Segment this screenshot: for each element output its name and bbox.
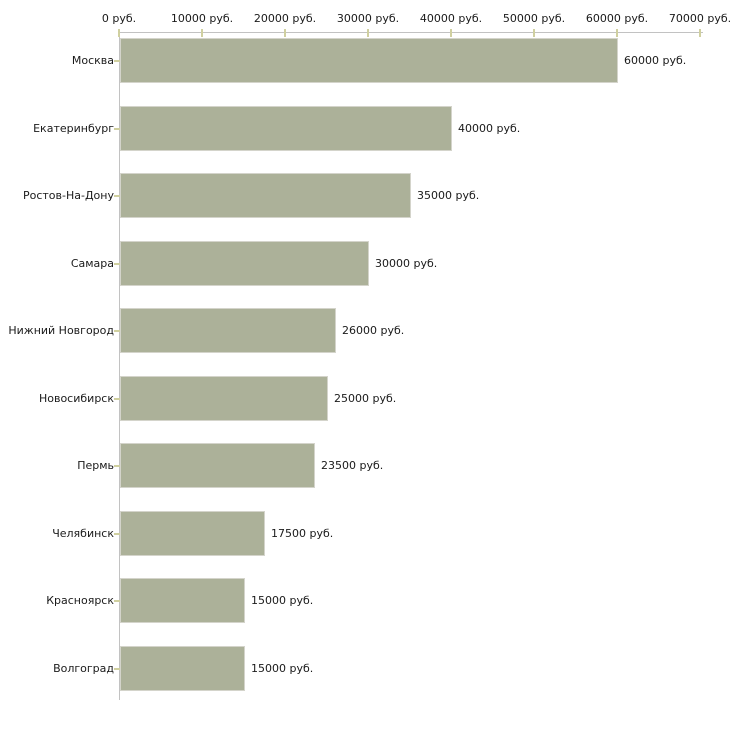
category-label: Красноярск	[46, 593, 114, 607]
y-axis-tick	[114, 262, 121, 265]
y-axis-tick	[114, 194, 121, 197]
y-axis-tick	[114, 59, 121, 62]
y-axis-tick	[114, 329, 121, 332]
x-axis-tick	[284, 29, 286, 37]
x-axis-tick-label: 40000 руб.	[419, 12, 483, 25]
x-axis-tick	[118, 29, 120, 37]
category-label: Самара	[70, 256, 114, 270]
value-label: 15000 руб.	[251, 661, 314, 675]
x-axis-tick	[367, 29, 369, 37]
category-label: Челябинск	[52, 526, 114, 540]
value-label: 25000 руб.	[334, 391, 397, 405]
x-axis-line	[119, 32, 703, 33]
y-axis-tick	[114, 464, 121, 467]
value-label: 35000 руб.	[417, 188, 480, 202]
x-axis-tick-label: 20000 руб.	[253, 12, 317, 25]
category-label: Нижний Новгород	[8, 323, 114, 337]
value-label: 17500 руб.	[271, 526, 334, 540]
bar	[120, 511, 265, 556]
x-axis-tick-label: 50000 руб.	[502, 12, 566, 25]
value-label: 40000 руб.	[458, 121, 521, 135]
category-label: Ростов-На-Дону	[22, 188, 114, 202]
bar	[120, 241, 369, 286]
value-label: 23500 руб.	[321, 458, 384, 472]
bar	[120, 106, 452, 151]
value-label: 15000 руб.	[251, 593, 314, 607]
category-label: Волгоград	[53, 661, 114, 675]
x-axis-tick-label: 30000 руб.	[336, 12, 400, 25]
x-axis-tick-label: 10000 руб.	[170, 12, 234, 25]
category-label: Екатеринбург	[33, 121, 114, 135]
category-label: Новосибирск	[38, 391, 114, 405]
bar	[120, 38, 618, 83]
bar	[120, 578, 245, 623]
y-axis-line	[119, 32, 120, 700]
x-axis-tick	[699, 29, 701, 37]
bar	[120, 443, 315, 488]
x-axis-tick	[533, 29, 535, 37]
y-axis-tick	[114, 667, 121, 670]
bar	[120, 173, 411, 218]
value-label: 30000 руб.	[375, 256, 438, 270]
y-axis-tick	[114, 599, 121, 602]
x-axis-tick-label: 0 руб.	[101, 12, 137, 25]
value-label: 26000 руб.	[342, 323, 405, 337]
x-axis-tick-label: 60000 руб.	[585, 12, 649, 25]
y-axis-tick	[114, 397, 121, 400]
value-label: 60000 руб.	[624, 53, 687, 67]
y-axis-tick	[114, 127, 121, 130]
category-label: Москва	[71, 53, 114, 67]
category-label: Пермь	[77, 458, 114, 472]
x-axis-tick	[201, 29, 203, 37]
bar	[120, 646, 245, 691]
x-axis-tick	[450, 29, 452, 37]
x-axis-tick	[616, 29, 618, 37]
bar	[120, 376, 328, 421]
bar	[120, 308, 336, 353]
x-axis-tick-label: 70000 руб.	[668, 12, 730, 25]
y-axis-tick	[114, 532, 121, 535]
